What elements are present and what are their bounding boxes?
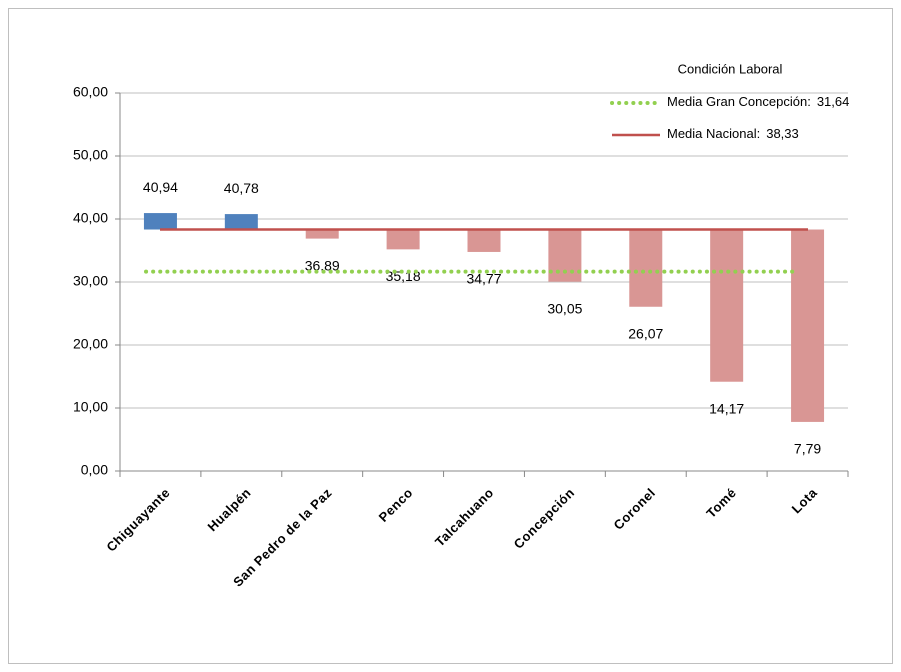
data-label: 36,89 [305,257,340,273]
data-label: 7,79 [794,441,821,457]
bar [710,229,744,382]
bar [629,229,663,307]
y-tick-label: 60,00 [73,84,108,100]
bar [386,229,420,250]
bar [305,229,339,239]
bar [467,229,501,252]
data-label: 40,94 [143,179,178,195]
bar [791,229,825,422]
data-label: 14,17 [709,400,744,416]
chart-frame [8,8,893,664]
y-tick-label: 50,00 [73,147,108,163]
data-label: 34,77 [466,271,501,287]
legend-label: Media Gran Concepción: 31,64 [667,94,849,109]
y-tick-label: 30,00 [73,273,108,289]
legend-name: Media Nacional: [667,126,760,141]
legend-value: 38,33 [766,126,799,141]
y-tick-label: 20,00 [73,336,108,352]
data-label: 26,07 [628,325,663,341]
bar [548,229,582,282]
legend-value: 31,64 [817,94,850,109]
legend-name: Media Gran Concepción: [667,94,811,109]
y-tick-label: 0,00 [81,462,108,478]
legend-title: Condición Laboral [678,61,783,76]
y-tick-label: 40,00 [73,210,108,226]
legend-label: Media Nacional: 38,33 [667,126,799,141]
bar [224,214,258,230]
data-label: 40,78 [224,180,259,196]
bar [143,213,177,230]
y-tick-label: 10,00 [73,399,108,415]
data-label: 30,05 [547,300,582,316]
